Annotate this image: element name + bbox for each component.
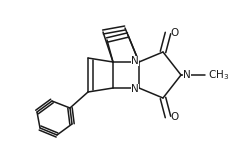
Text: CH$_3$: CH$_3$ <box>208 68 229 82</box>
Text: N: N <box>131 56 139 66</box>
Text: O: O <box>170 28 178 38</box>
Text: O: O <box>170 112 178 122</box>
Text: N: N <box>183 70 191 80</box>
Text: N: N <box>131 84 139 94</box>
